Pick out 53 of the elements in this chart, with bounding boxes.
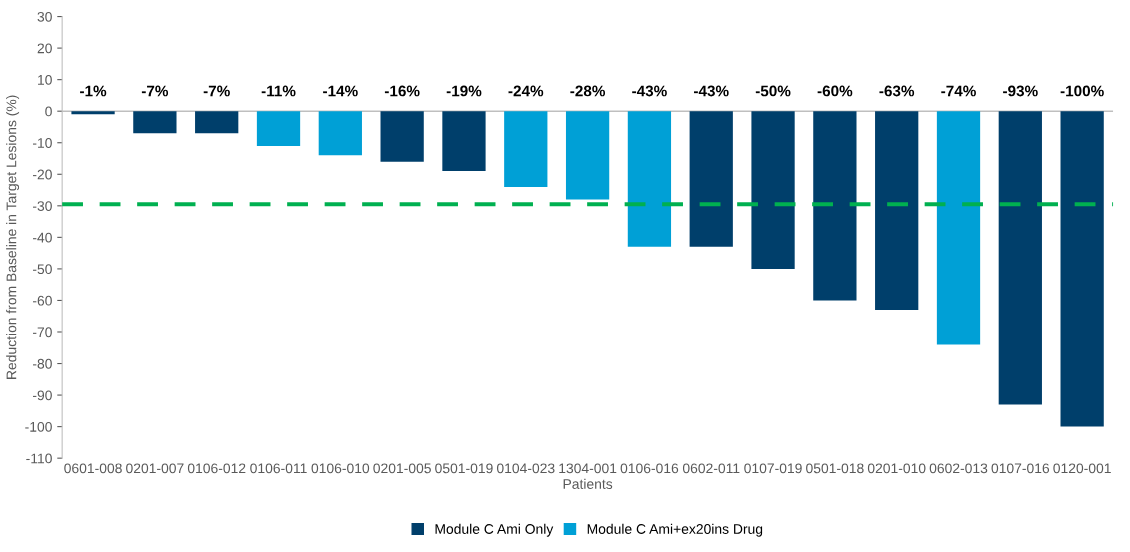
- text: -14%: [323, 85, 358, 97]
- text: -50%: [755, 85, 791, 97]
- y-tick-label: -80: [32, 358, 52, 369]
- x-tick-label: 0106-012: [187, 463, 246, 474]
- x-tick-label: 0120-001: [1053, 463, 1111, 474]
- legend-label: Module C Ami+ex20ins Drug: [587, 523, 763, 537]
- x-tick-label: 0501-018: [806, 463, 864, 474]
- text: -1%: [80, 85, 107, 97]
- y-tick-label: 0: [45, 106, 52, 117]
- text: -7%: [141, 85, 169, 97]
- x-tick-label: 0601-008: [64, 463, 122, 474]
- x-tick-label: 0201-005: [373, 463, 431, 474]
- x-tick-label: 0501-019: [435, 463, 493, 474]
- text: -74%: [941, 85, 976, 97]
- x-tick-label: 0602-013: [929, 463, 988, 474]
- text: -43%: [632, 85, 667, 97]
- y-tick-label: -40: [32, 232, 52, 243]
- text: -19%: [446, 85, 482, 97]
- x-tick-label: 0104-023: [496, 463, 555, 474]
- text: -11%: [261, 85, 296, 97]
- y-tick-label: -90: [32, 390, 52, 401]
- text: -28%: [570, 85, 606, 97]
- y-tick-label: -70: [32, 327, 52, 338]
- y-tick-label: -50: [32, 264, 52, 275]
- text: -60%: [817, 85, 853, 97]
- y-tick-label: 20: [37, 43, 52, 54]
- text: -43%: [694, 85, 729, 97]
- y-tick-label: 10: [38, 74, 52, 85]
- y-tick-label: -100: [25, 421, 52, 432]
- x-axis-title: Patients: [563, 478, 613, 489]
- y-tick-label: -110: [26, 453, 52, 464]
- y-tick-label: -60: [32, 295, 52, 306]
- x-tick-label: 1304-001: [559, 463, 617, 474]
- y-tick-label: -20: [32, 169, 52, 180]
- y-tick-label: -10: [32, 138, 52, 148]
- x-tick-label: 0201-007: [126, 463, 184, 474]
- y-axis-title: Reduction from Baseline in Target Lesions (%): [6, 95, 20, 379]
- text: -63%: [879, 85, 915, 97]
- x-tick-label: 0106-011: [250, 463, 307, 474]
- text: -24%: [508, 85, 544, 97]
- x-tick-label: 0602-011: [682, 463, 740, 474]
- text: -93%: [1003, 85, 1038, 97]
- legend-label: Module C Ami Only: [435, 523, 554, 537]
- text: -16%: [384, 85, 420, 97]
- text: -100%: [1060, 85, 1104, 97]
- x-tick-label: 0106-010: [311, 463, 370, 474]
- x-tick-label: 0107-016: [991, 463, 1050, 474]
- x-tick-label: 0201-010: [867, 463, 926, 474]
- y-tick-label: -30: [32, 201, 52, 211]
- text: -7%: [203, 85, 230, 97]
- y-tick-label: 30: [37, 11, 52, 22]
- x-tick-label: 0107-019: [744, 463, 802, 474]
- x-tick-label: 0106-016: [620, 463, 679, 474]
